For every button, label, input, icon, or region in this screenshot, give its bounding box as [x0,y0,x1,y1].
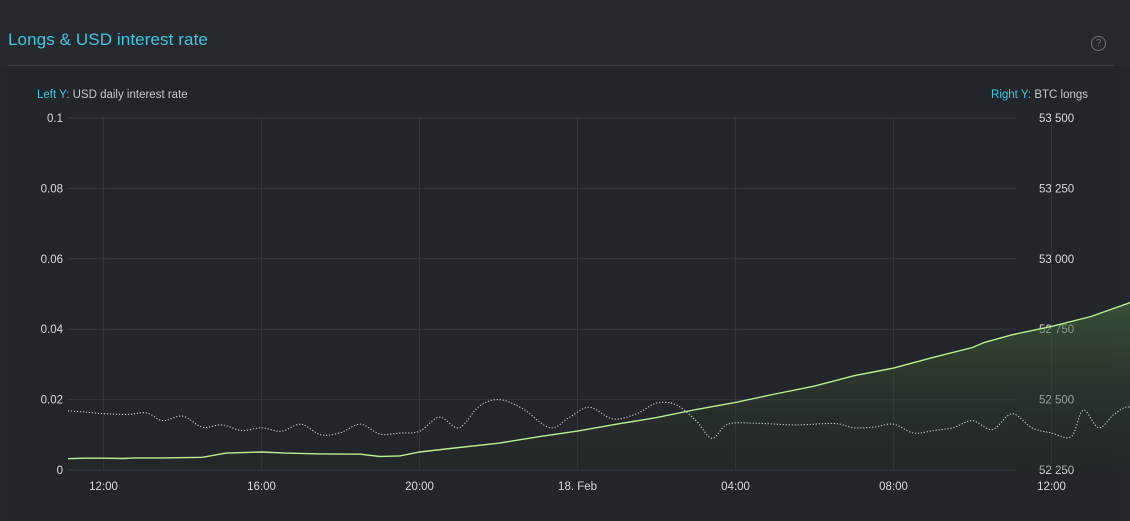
x-tick-label: 18. Feb [558,481,597,493]
y-left-tick-label: 0.02 [41,395,63,407]
right-axis-title: Right Y: BTC longs [991,89,1088,101]
left-axis-title: Left Y: USD daily interest rate [37,89,188,101]
y-right-tick-label: 53 250 [1039,183,1074,195]
y-left-tick-label: 0.1 [47,113,63,125]
header-divider [8,65,1114,66]
chart-title: Longs & USD interest rate [8,30,208,49]
x-tick-label: 04:00 [721,481,750,493]
x-tick-label: 12:00 [89,481,118,493]
left-axis-key: Left Y: [37,89,70,101]
right-axis-key: Right Y: [991,89,1032,101]
x-tick-label: 08:00 [879,481,908,493]
left-axis-label: USD daily interest rate [72,89,188,101]
y-right-tick-label: 53 500 [1039,113,1074,125]
usd-interest-rate-line [67,399,1130,439]
y-left-tick-label: 0.06 [41,254,63,266]
btc-longs-line [67,301,1130,460]
x-tick-label: 20:00 [405,481,434,493]
x-tick-label: 12:00 [1037,481,1066,493]
y-left-tick-label: 0.08 [41,183,63,195]
btc-longs-area [68,302,1130,470]
panel-header [0,0,1130,66]
question-circle-icon[interactable]: ? [1091,36,1106,51]
x-tick-label: 16:00 [247,481,276,493]
y-left-tick-label: 0 [57,465,63,477]
right-axis-label: BTC longs [1034,89,1088,101]
y-left-tick-label: 0.04 [41,324,64,336]
y-right-tick-label: 53 000 [1039,254,1074,266]
